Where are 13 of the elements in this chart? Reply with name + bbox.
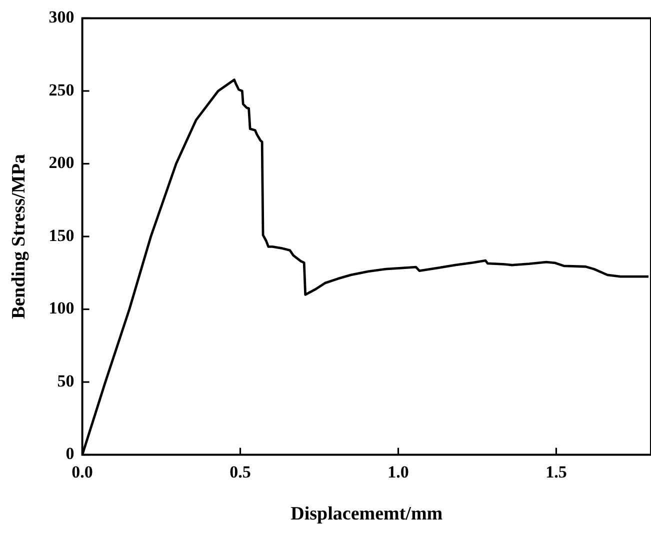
y-axis-title: Bending Stress/MPa <box>8 154 30 319</box>
y-tick-label: 0 <box>66 444 74 464</box>
x-tick-label: 0.5 <box>230 462 251 482</box>
y-tick-label: 100 <box>48 298 74 318</box>
x-tick-label: 0.0 <box>72 462 93 482</box>
y-tick-label: 250 <box>48 80 74 100</box>
x-tick-label: 1.0 <box>388 462 409 482</box>
y-tick-label: 150 <box>48 226 74 245</box>
y-tick-label: 300 <box>48 8 74 27</box>
y-tick-label: 200 <box>48 153 74 172</box>
x-axis-title: Displacememt/mm <box>290 504 443 525</box>
y-tick-label: 50 <box>57 371 74 390</box>
x-tick-label: 1.5 <box>546 462 567 482</box>
